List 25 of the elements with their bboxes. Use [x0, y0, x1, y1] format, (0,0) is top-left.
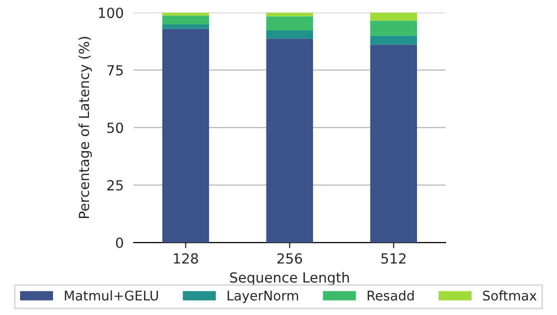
bar [370, 44, 418, 243]
y-tick-label: 75 [107, 65, 123, 76]
bar [162, 28, 210, 243]
bar [266, 38, 314, 243]
y-tick-label: 100 [98, 8, 124, 18]
bar [266, 12, 314, 16]
legend-label: Matmul+GELU [64, 290, 158, 301]
bar [162, 16, 210, 25]
bar [370, 20, 418, 36]
y-tick-label: 50 [107, 122, 124, 134]
legend-label: LayerNorm [228, 290, 298, 304]
x-tick-label: 128 [174, 253, 198, 264]
bar [266, 30, 314, 39]
bar [370, 12, 418, 21]
bar [162, 24, 210, 29]
y-tick-label: 0 [116, 238, 124, 248]
bar [266, 16, 314, 31]
y-tick-label: 25 [107, 180, 123, 191]
legend-label: Softmax [483, 290, 537, 301]
x-axis-title: Sequence Length [230, 272, 349, 286]
x-tick-label: 256 [277, 253, 302, 264]
bar [370, 36, 418, 45]
y-axis-title: Percentage of Latency (%) [78, 36, 92, 218]
legend-label: Resadd [368, 290, 414, 301]
x-tick-label: 512 [381, 253, 406, 264]
